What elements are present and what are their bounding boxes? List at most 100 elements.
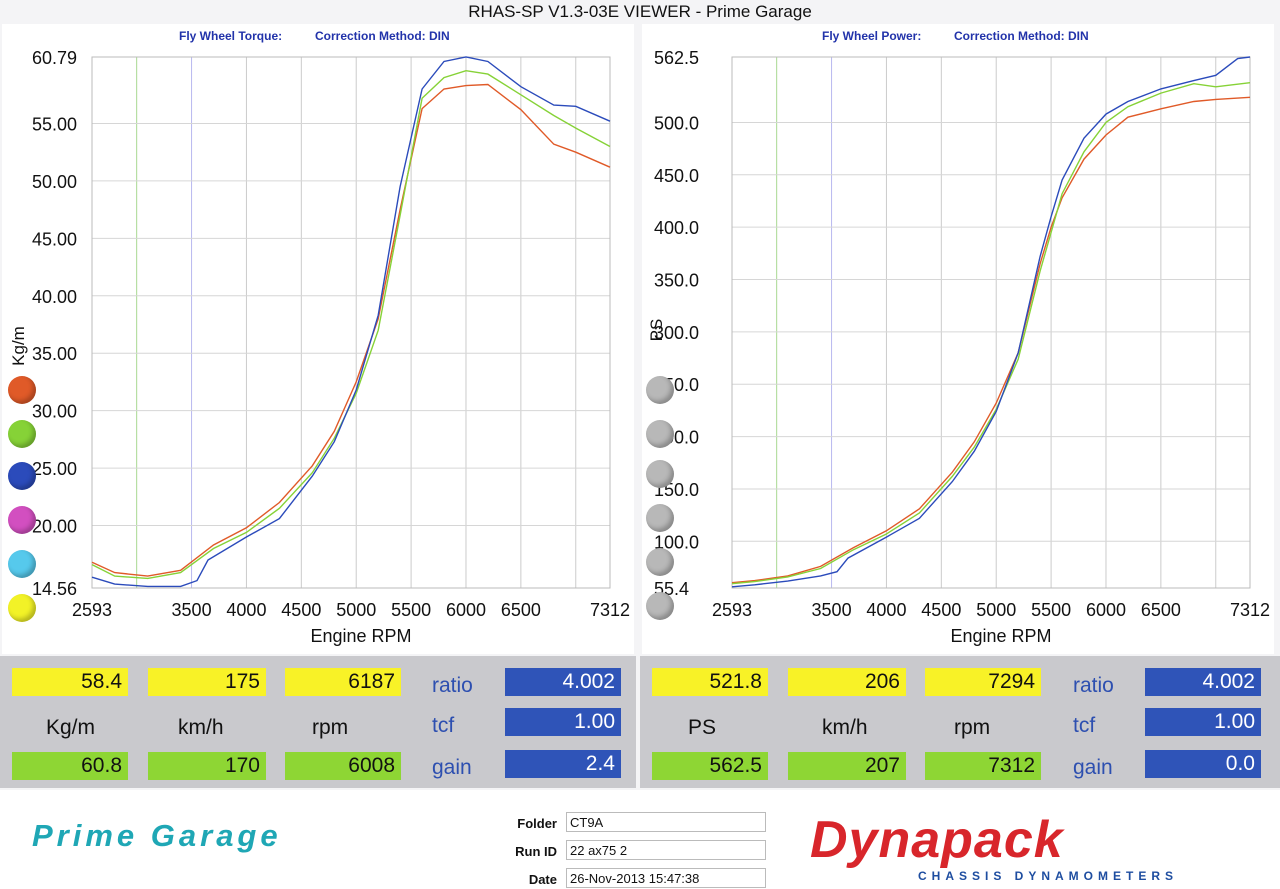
series-color-yellow[interactable] xyxy=(8,594,36,622)
x-tick-label: 6000 xyxy=(1086,600,1126,620)
ratio-label: ratio xyxy=(1073,674,1114,697)
x-tick-label: 7312 xyxy=(590,600,630,620)
torque-chart: 60.79 55.00 50.00 45.00 40.00 35.00 30.00 25.00… xyxy=(9,48,630,646)
x-tick-label: 3500 xyxy=(172,600,212,620)
x-tick-label: 4000 xyxy=(226,600,266,620)
x-tick-label: 3500 xyxy=(812,600,852,620)
series-slot-5[interactable] xyxy=(646,548,674,576)
max-torque-rpm: 6008 xyxy=(285,752,401,780)
tcf-value: 1.00 xyxy=(1145,708,1261,736)
y-tick-label: 45.00 xyxy=(32,229,77,249)
max-torque-speed: 170 xyxy=(148,752,266,780)
plot-frame xyxy=(91,56,611,589)
footer: Prime Garage Folder CT9A Run ID 22 ax75 … xyxy=(0,790,1280,889)
torque-correction-label: Correction Method: DIN xyxy=(315,29,450,43)
y-tick-label: 40.00 xyxy=(32,287,77,307)
torque-stats: 58.4 175 6187 Kg/m km/h rpm 60.8 170 600… xyxy=(0,656,636,788)
ratio-label: ratio xyxy=(432,674,473,697)
y-tick-label: 300.0 xyxy=(654,323,699,343)
y-tick-label: 30.00 xyxy=(32,402,77,422)
series-slot-3[interactable] xyxy=(646,460,674,488)
speed-unit-label: km/h xyxy=(178,716,224,739)
prime-garage-logo: Prime Garage xyxy=(32,818,282,853)
series-line-blue xyxy=(91,56,611,588)
x-axis-label: Engine RPM xyxy=(310,626,411,646)
x-tick-label: 5500 xyxy=(1031,600,1071,620)
gain-value: 0.0 xyxy=(1145,750,1261,778)
ratio-value: 4.002 xyxy=(505,668,621,696)
speed-unit-label: km/h xyxy=(822,716,868,739)
x-tick-label: 4500 xyxy=(281,600,321,620)
torque-metric-label: Fly Wheel Torque: xyxy=(179,29,283,43)
plot-frame xyxy=(731,56,1251,589)
y-tick-label: 500.0 xyxy=(654,113,699,133)
series-color-blue[interactable] xyxy=(8,462,36,490)
x-tick-label: 2593 xyxy=(72,600,112,620)
y-tick-label: 350.0 xyxy=(654,271,699,291)
power-unit-label: PS xyxy=(688,716,717,739)
dynapack-subtitle: CHASSIS DYNAMOMETERS xyxy=(918,869,1179,883)
y-tick-label: 14.56 xyxy=(32,579,77,599)
dynapack-logo: Dynapack xyxy=(810,811,1064,869)
peak-power-value: 521.8 xyxy=(652,668,768,696)
y-axis-label: Kg/m xyxy=(9,326,28,366)
max-power-rpm: 7312 xyxy=(925,752,1041,780)
x-tick-label: 6500 xyxy=(501,600,541,620)
rpm-unit-label: rpm xyxy=(954,716,991,739)
x-tick-label: 7312 xyxy=(1230,600,1270,620)
x-axis-label: Engine RPM xyxy=(950,626,1051,646)
gain-value: 2.4 xyxy=(505,750,621,778)
peak-torque-speed: 175 xyxy=(148,668,266,696)
peak-torque-rpm: 6187 xyxy=(285,668,401,696)
torque-unit-label: Kg/m xyxy=(46,716,96,739)
folder-value: CT9A xyxy=(566,812,766,832)
gain-label: gain xyxy=(432,756,472,779)
tcf-label: tcf xyxy=(432,714,455,737)
y-tick-label: 50.00 xyxy=(32,172,77,192)
series-slot-4[interactable] xyxy=(646,504,674,532)
y-tick-label: 25.00 xyxy=(32,459,77,479)
y-tick-label: 35.00 xyxy=(32,344,77,364)
power-chart: 562.5500.0450.0400.0350.0300.0250.0200.0… xyxy=(647,48,1270,646)
y-tick-label: 562.5 xyxy=(654,48,699,68)
power-metric-label: Fly Wheel Power: xyxy=(822,29,922,43)
x-tick-label: 2593 xyxy=(712,600,752,620)
series-color-pink[interactable] xyxy=(8,506,36,534)
series-line-green xyxy=(731,82,1251,585)
x-tick-label: 5000 xyxy=(976,600,1016,620)
series-color-cyan[interactable] xyxy=(8,550,36,578)
series-slot-2[interactable] xyxy=(646,420,674,448)
date-value: 26-Nov-2013 15:47:38 xyxy=(566,868,766,888)
x-tick-label: 6500 xyxy=(1141,600,1181,620)
x-tick-label: 6000 xyxy=(446,600,486,620)
y-tick-label: 100.0 xyxy=(654,532,699,552)
series-slot-6[interactable] xyxy=(646,592,674,620)
series-line-orange xyxy=(731,96,1251,584)
y-axis-label: PS xyxy=(647,319,666,342)
series-line-blue xyxy=(731,56,1251,588)
x-tick-label: 5000 xyxy=(336,600,376,620)
window-title: RHAS-SP V1.3-03E VIEWER - Prime Garage xyxy=(468,2,812,21)
y-tick-label: 20.00 xyxy=(32,517,77,537)
tcf-value: 1.00 xyxy=(505,708,621,736)
gain-label: gain xyxy=(1073,756,1113,779)
date-label: Date xyxy=(528,872,557,887)
x-tick-label: 4500 xyxy=(921,600,961,620)
power-panel: Fly Wheel Power: Correction Method: DIN … xyxy=(642,24,1274,654)
y-tick-label: 60.79 xyxy=(32,48,77,68)
series-slot-1[interactable] xyxy=(646,376,674,404)
x-tick-label: 5500 xyxy=(391,600,431,620)
peak-power-rpm: 7294 xyxy=(925,668,1041,696)
y-tick-label: 55.00 xyxy=(32,115,77,135)
torque-panel: Fly Wheel Torque: Correction Method: DIN… xyxy=(2,24,634,654)
max-torque-value: 60.8 xyxy=(12,752,128,780)
power-correction-label: Correction Method: DIN xyxy=(954,29,1089,43)
series-line-green xyxy=(91,69,611,580)
peak-power-speed: 206 xyxy=(788,668,906,696)
y-tick-label: 450.0 xyxy=(654,166,699,186)
run-id-value: 22 ax75 2 xyxy=(566,840,766,860)
peak-torque-value: 58.4 xyxy=(12,668,128,696)
series-color-orange[interactable] xyxy=(8,376,36,404)
x-tick-label: 4000 xyxy=(866,600,906,620)
series-color-green[interactable] xyxy=(8,420,36,448)
